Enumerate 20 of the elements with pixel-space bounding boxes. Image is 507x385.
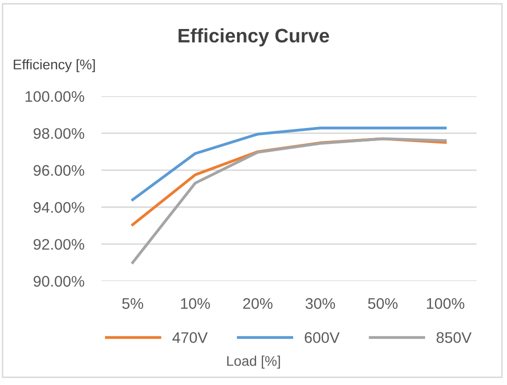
legend-label: 850V bbox=[436, 332, 472, 343]
line-series bbox=[131, 126, 447, 202]
chart-title: Efficiency Curve bbox=[178, 28, 330, 46]
x-tick-label: 30% bbox=[306, 298, 335, 309]
x-tick-label: 5% bbox=[122, 298, 144, 309]
legend-label: 470V bbox=[172, 332, 208, 343]
line-series bbox=[131, 137, 447, 264]
x-axis-title: Load [%] bbox=[227, 356, 280, 369]
y-tick-label: 96.00% bbox=[34, 165, 84, 176]
y-axis-title: Efficiency [%] bbox=[14, 59, 95, 72]
legend-label: 600V bbox=[304, 332, 340, 343]
x-tick-label: 100% bbox=[426, 298, 464, 309]
x-tick-label: 10% bbox=[181, 298, 210, 309]
x-tick-label: 50% bbox=[368, 298, 398, 309]
y-tick-label: 90.00% bbox=[34, 276, 84, 287]
y-tick-label: 98.00% bbox=[34, 128, 84, 139]
y-tick-label: 92.00% bbox=[34, 238, 84, 250]
x-tick-label: 20% bbox=[243, 298, 272, 309]
y-tick-label: 94.00% bbox=[34, 202, 84, 213]
y-tick-label: 100.00% bbox=[26, 91, 84, 102]
